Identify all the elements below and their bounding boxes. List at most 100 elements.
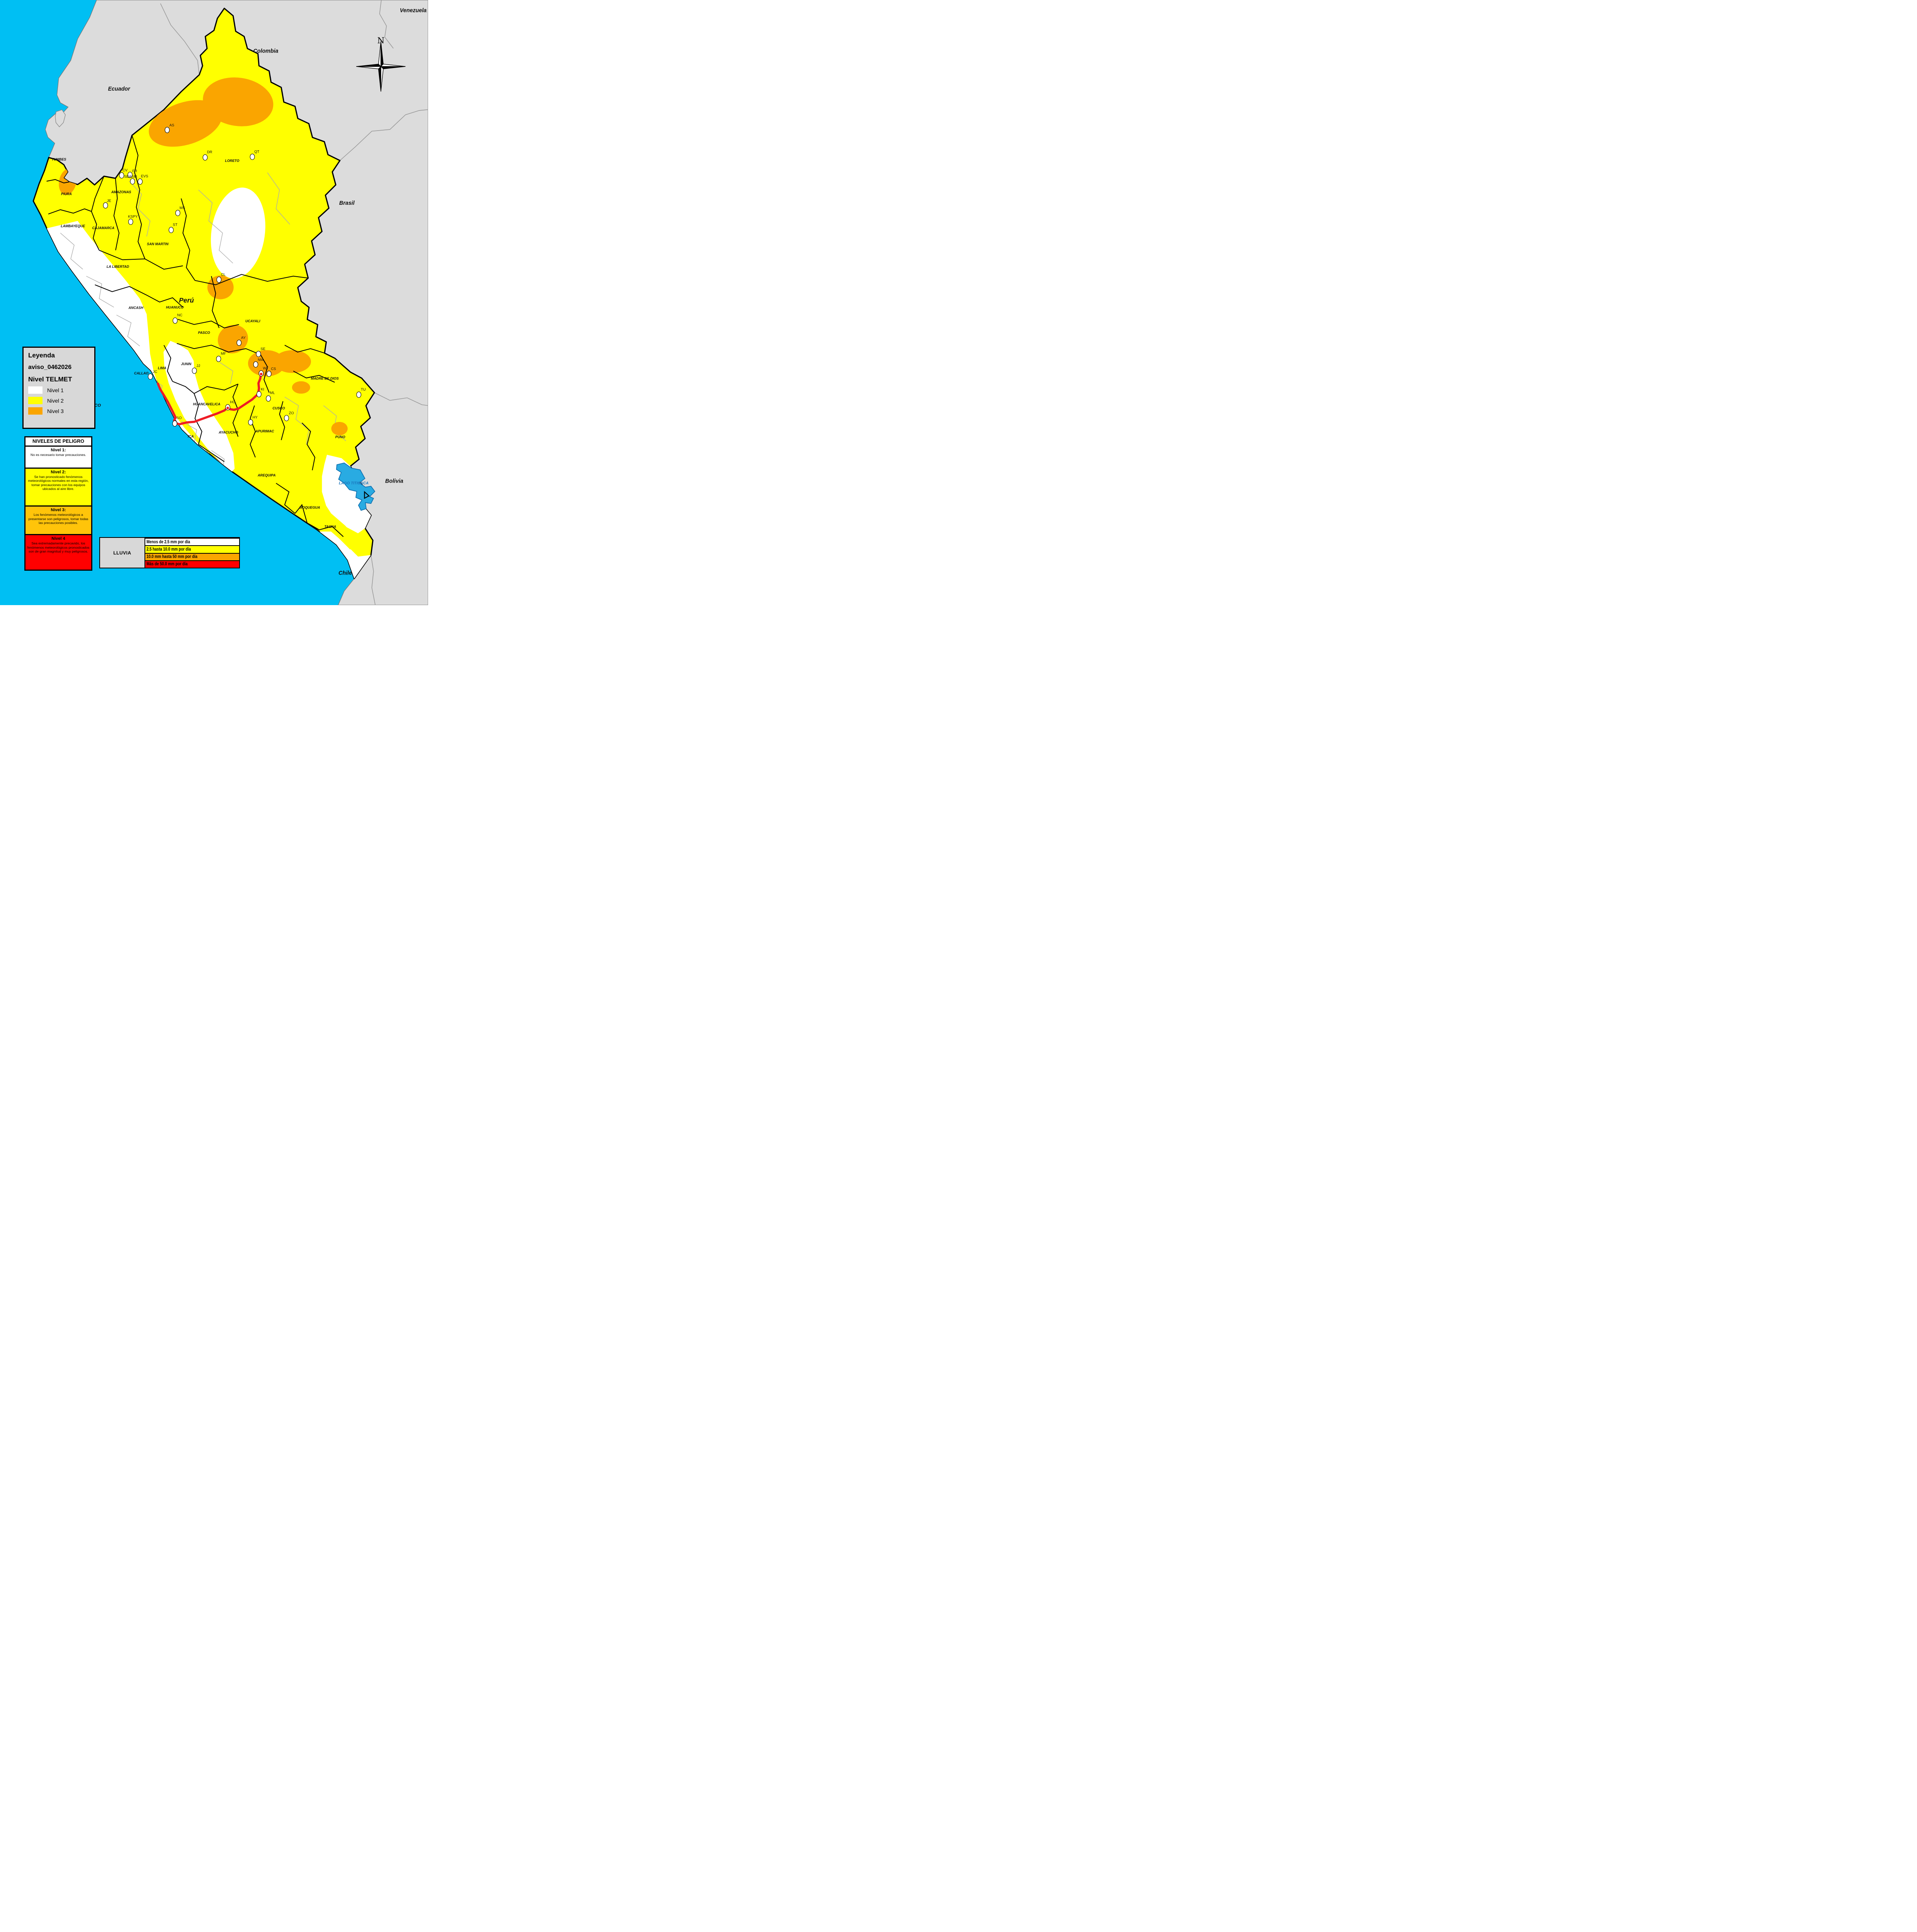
legend-level-title: Nivel TELMET bbox=[28, 376, 72, 383]
level1-regions bbox=[47, 187, 371, 579]
rain-row-3: 10.0 mm hasta 50 mm por día bbox=[145, 553, 239, 560]
danger-level-3-text: Los fenómenos meteorológicos a presentar… bbox=[28, 513, 88, 525]
legend-title: Leyenda bbox=[28, 352, 55, 359]
danger-level-4-text: Sea extremadamente precavido, los fenóme… bbox=[27, 541, 90, 554]
station-label-ms: MS bbox=[180, 206, 185, 210]
country-labels: Venezuela Colombia Ecuador Brasil Bolivia Chi… bbox=[108, 7, 427, 576]
danger-levels-title: NIVELES DE PELIGRO bbox=[25, 437, 91, 447]
rain-row-4-label: Más de 50.0 mm por día bbox=[146, 562, 188, 567]
station-label-cl: CL bbox=[221, 273, 226, 277]
rain-row-3-label: 10.0 mm hasta 50 mm por día bbox=[146, 554, 197, 560]
danger-level-3-name: Nivel 3: bbox=[51, 508, 66, 513]
station-label-cv: CV bbox=[122, 168, 128, 172]
station-circle-tu bbox=[356, 391, 362, 398]
station-label-wt: WT bbox=[263, 366, 269, 370]
department-labels: TUMBES PIURA AMAZONAS LAMBAYEQUE CAJAMARCA SA… bbox=[52, 157, 345, 529]
station-circle-kspy bbox=[128, 219, 133, 225]
station-circle-cl bbox=[216, 276, 222, 283]
station-label-ml: ML bbox=[270, 391, 275, 395]
rain-table: LLUVIA Menos de 2.5 mm por día 2.5 hasta… bbox=[99, 537, 240, 568]
lake-titicaca-label: LAGO TITICACA bbox=[339, 481, 369, 485]
station-label-as: AS bbox=[170, 123, 175, 127]
station-alert-dot-ho bbox=[226, 406, 229, 410]
station-circle-nc bbox=[172, 317, 178, 324]
station-label-seasm: SEASM bbox=[124, 175, 137, 179]
danger-level-2-name: Nivel 2: bbox=[51, 469, 66, 474]
danger-level-2-text: Se han pronosticado fenómenos meteorológ… bbox=[28, 474, 89, 491]
station-circle-dr bbox=[202, 154, 208, 161]
rain-row-4: Más de 50.0 mm por día bbox=[145, 560, 239, 568]
station-label-nc: NC bbox=[177, 313, 183, 317]
danger-level-1-name: Nivel 1: bbox=[51, 448, 66, 453]
department-label-amazonas: AMAZONAS bbox=[111, 190, 131, 194]
station-label-jc: JC bbox=[153, 370, 158, 374]
danger-level-2: Nivel 2: Se han pronosticado fenómenos m… bbox=[25, 468, 91, 507]
department-label-tacna: TACNA bbox=[324, 525, 336, 529]
danger-level-4-name: Nivel 4 bbox=[51, 536, 65, 541]
station-label-hy: HY bbox=[253, 415, 258, 419]
peru-country-shape bbox=[32, 7, 375, 579]
department-label-pasco: PASCO bbox=[198, 331, 210, 335]
rain-row-2: 2.5 hasta 10.0 mm por día bbox=[145, 545, 239, 553]
station-circle-fr bbox=[127, 172, 133, 178]
country-label-bolivia: Bolivia bbox=[385, 478, 403, 484]
station-circle-seasm bbox=[130, 178, 135, 185]
station-circle-jc bbox=[148, 373, 153, 380]
station-alert-dot-wt bbox=[260, 372, 263, 376]
station-label-zo: ZO bbox=[289, 411, 294, 415]
department-label-ucayali: UCAYALI bbox=[245, 319, 260, 323]
lake-titicaca bbox=[336, 463, 376, 511]
station-label-ki: KI bbox=[261, 387, 264, 391]
country-borders bbox=[160, 0, 428, 605]
station-label-cs: CS bbox=[271, 367, 276, 371]
station-label-tu: TU bbox=[361, 388, 366, 391]
department-label-moquegua: MOQUEGUA bbox=[299, 506, 320, 510]
nivel3-label: Nivel 3 bbox=[47, 408, 64, 414]
legend-item-nivel3: Nivel 3 bbox=[28, 407, 90, 415]
danger-level-3: Nivel 3: Los fenómenos meteorológicos a … bbox=[25, 507, 91, 536]
station-circle-ml bbox=[266, 395, 271, 402]
station-circle-cs bbox=[266, 371, 272, 377]
station-label-mf: MF bbox=[221, 352, 226, 355]
department-label-lima: LIMA bbox=[158, 366, 167, 370]
danger-levels-panel: NIVELES DE PELIGRO Nivel 1: No es necesa… bbox=[24, 436, 92, 571]
department-label-tumbes: TUMBES bbox=[52, 157, 66, 161]
station-circle-ay bbox=[236, 340, 242, 346]
department-label-san-martin: SAN MARTIN bbox=[147, 242, 168, 246]
compass-n-label: N bbox=[377, 36, 385, 46]
department-label-la-libertad: LA LIBERTAD bbox=[107, 265, 129, 269]
country-label-ecuador: Ecuador bbox=[108, 86, 131, 92]
country-label-chile: Chile bbox=[338, 570, 352, 576]
department-label-cusco: CUSCO bbox=[272, 406, 285, 410]
station-label-se: SE bbox=[260, 347, 265, 351]
danger-level-4: Nivel 4 Sea extremadamente precavido, lo… bbox=[25, 535, 91, 570]
danger-level-1: Nivel 1: No es necesario tomar precaucio… bbox=[25, 447, 91, 469]
station-label-dr: DR bbox=[207, 150, 212, 154]
station-label-qt: QT bbox=[254, 150, 259, 154]
department-boundaries bbox=[46, 135, 344, 537]
department-label-piura: PIURA bbox=[61, 192, 72, 196]
nivel2-swatch bbox=[28, 397, 42, 404]
station-label-jj: JJ bbox=[197, 364, 200, 368]
department-label-junin: JUNIN bbox=[181, 362, 191, 366]
rain-row-1-label: Menos de 2.5 mm por día bbox=[146, 539, 190, 544]
station-circle-zo bbox=[284, 415, 289, 421]
peru-label: Perú bbox=[179, 296, 194, 304]
station-circle-mf bbox=[216, 355, 221, 362]
station-circle-je bbox=[103, 202, 108, 209]
station-label-ho: HO bbox=[230, 400, 235, 404]
nivel1-label: Nivel 1 bbox=[47, 387, 64, 393]
station-circle-ms bbox=[175, 210, 180, 216]
legend-item-nivel1: Nivel 1 bbox=[28, 386, 90, 394]
legend-subtitle: aviso_0462026 bbox=[28, 364, 72, 371]
station-circle-hy bbox=[248, 419, 253, 425]
station-circle-nm bbox=[253, 361, 258, 368]
station-label-je: JE bbox=[107, 199, 111, 203]
department-label-apurimac: APURIMAC bbox=[255, 429, 274, 433]
station-circle-jj bbox=[192, 367, 197, 374]
station-label-ay: AY bbox=[241, 336, 246, 340]
station-circle-evs bbox=[138, 179, 143, 185]
station-circle-so bbox=[172, 420, 177, 427]
station-label-nm: NM bbox=[258, 358, 263, 362]
department-label-lambayeque: LAMBAYEQUE bbox=[61, 224, 85, 228]
